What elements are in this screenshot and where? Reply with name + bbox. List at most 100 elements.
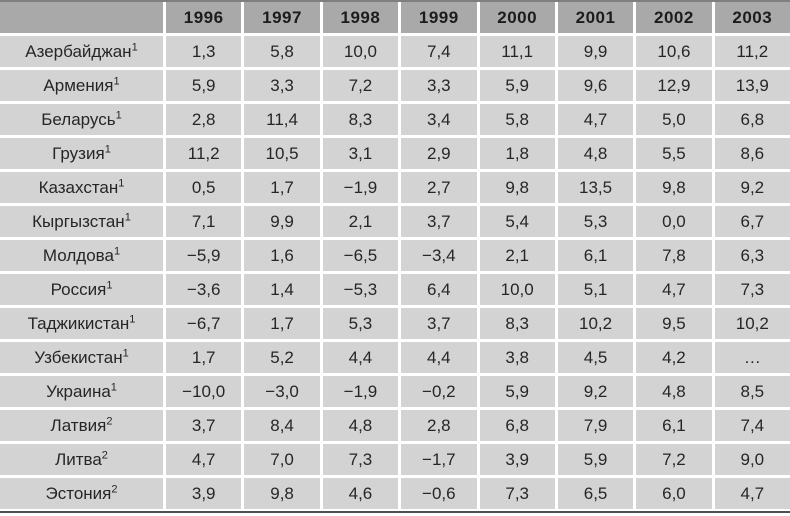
footnote-marker: 2 [101, 448, 108, 461]
value-cell: 1,7 [244, 172, 320, 203]
value-cell: 7,2 [322, 70, 399, 101]
year-header: 1996 [166, 2, 242, 33]
value-cell: 4,8 [557, 138, 634, 169]
value-cell: 7,2 [636, 444, 712, 475]
country-name: Латвия [50, 415, 107, 435]
table-header: 1996 1997 1998 1999 2000 2001 2002 2003 [0, 2, 790, 33]
table-body: Азербайджан1 1,3 5,8 10,0 7,4 11,1 9,9 10,6 11,2… [0, 36, 790, 509]
country-cell: Узбекистан1 [0, 342, 163, 373]
footnote-marker: 2 [106, 414, 113, 427]
value-cell: 0,0 [636, 206, 712, 237]
footnote-marker: 2 [111, 482, 118, 495]
year-header: 1997 [244, 2, 320, 33]
country-name: Грузия [52, 143, 105, 163]
value-cell: 6,1 [557, 240, 634, 271]
value-cell: 10,0 [479, 274, 555, 305]
country-cell: Украина1 [0, 376, 163, 407]
country-name: Россия [50, 279, 107, 299]
value-cell: 2,9 [401, 138, 477, 169]
value-cell: 11,2 [714, 36, 790, 67]
value-cell: 5,9 [479, 70, 555, 101]
table-row: Кыргызстан1 7,1 9,9 2,1 3,7 5,4 5,3 0,0 6,7 [0, 206, 790, 237]
value-cell: −10,0 [166, 376, 242, 407]
country-name: Украина [46, 381, 111, 401]
value-cell: 6,1 [636, 410, 712, 441]
value-cell: −3,6 [166, 274, 242, 305]
country-name: Беларусь [41, 109, 116, 129]
year-header: 2001 [557, 2, 634, 33]
footnote-marker: 1 [113, 74, 120, 87]
year-header: 1999 [401, 2, 477, 33]
value-cell: 8,3 [479, 308, 555, 339]
value-cell: 3,4 [401, 104, 477, 135]
value-cell: 13,9 [714, 70, 790, 101]
country-name: Кыргызстан [32, 211, 125, 231]
value-cell: 7,0 [244, 444, 320, 475]
value-cell: 4,8 [322, 410, 399, 441]
country-name: Молдова [42, 245, 114, 265]
country-name: Азербайджан [25, 41, 132, 61]
table-row: Литва2 4,7 7,0 7,3 −1,7 3,9 5,9 7,2 9,0 [0, 444, 790, 475]
year-header: 2000 [479, 2, 555, 33]
value-cell: 3,7 [401, 308, 477, 339]
value-cell: 3,3 [244, 70, 320, 101]
value-cell: 5,0 [636, 104, 712, 135]
footnote-marker: 1 [115, 108, 122, 121]
value-cell: 3,7 [166, 410, 242, 441]
value-cell: 10,0 [322, 36, 399, 67]
country-cell: Латвия2 [0, 410, 163, 441]
value-cell: 9,0 [714, 444, 790, 475]
footnote-marker: 1 [129, 312, 136, 325]
value-cell: −1,9 [322, 376, 399, 407]
footnote-marker: 1 [113, 244, 121, 257]
table-row: Армения1 5,9 3,3 7,2 3,3 5,9 9,6 12,9 13,9 [0, 70, 790, 101]
value-cell: 3,1 [322, 138, 399, 169]
value-cell: 5,5 [636, 138, 712, 169]
footnote-marker: 1 [122, 346, 129, 359]
value-cell: 9,6 [557, 70, 634, 101]
footnote-marker: 1 [124, 210, 131, 223]
country-cell: Казахстан1 [0, 172, 163, 203]
value-cell: 4,4 [401, 342, 477, 373]
value-cell: −0,6 [401, 478, 477, 509]
value-cell: 9,9 [244, 206, 320, 237]
value-cell: 10,2 [557, 308, 634, 339]
country-name: Таджикистан [27, 313, 130, 333]
value-cell: 8,3 [322, 104, 399, 135]
value-cell: 5,9 [479, 376, 555, 407]
value-cell: 5,9 [166, 70, 242, 101]
value-cell: 5,2 [244, 342, 320, 373]
value-cell: 1,3 [166, 36, 242, 67]
table-row: Молдова1 −5,9 1,6 −6,5 −3,4 2,1 6,1 7,8 6,3 [0, 240, 790, 271]
value-cell: 7,3 [479, 478, 555, 509]
value-cell: 1,7 [166, 342, 242, 373]
value-cell: 13,5 [557, 172, 634, 203]
value-cell: 3,8 [479, 342, 555, 373]
country-cell: Беларусь1 [0, 104, 163, 135]
value-cell: 5,9 [557, 444, 634, 475]
value-cell: 9,5 [636, 308, 712, 339]
footnote-marker: 1 [110, 380, 117, 393]
value-cell: −5,9 [166, 240, 242, 271]
country-name: Эстония [45, 483, 112, 503]
value-cell: 2,7 [401, 172, 477, 203]
table-bottom-rule [0, 511, 790, 513]
value-cell: 6,0 [636, 478, 712, 509]
value-cell: 7,3 [714, 274, 790, 305]
value-cell: 6,7 [714, 206, 790, 237]
header-row: 1996 1997 1998 1999 2000 2001 2002 2003 [0, 2, 790, 33]
value-cell: 9,9 [557, 36, 634, 67]
value-cell: 1,4 [244, 274, 320, 305]
value-cell: −6,5 [322, 240, 399, 271]
table-row: Беларусь1 2,8 11,4 8,3 3,4 5,8 4,7 5,0 6,8 [0, 104, 790, 135]
corner-cell [0, 2, 163, 33]
value-cell: 2,8 [166, 104, 242, 135]
value-cell: 7,4 [714, 410, 790, 441]
value-cell: 3,9 [479, 444, 555, 475]
year-header: 2002 [636, 2, 712, 33]
table-row: Эстония2 3,9 9,8 4,6 −0,6 7,3 6,5 6,0 4,7 [0, 478, 790, 509]
value-cell: 9,8 [479, 172, 555, 203]
country-cell: Молдова1 [0, 240, 163, 271]
value-cell: 5,3 [322, 308, 399, 339]
